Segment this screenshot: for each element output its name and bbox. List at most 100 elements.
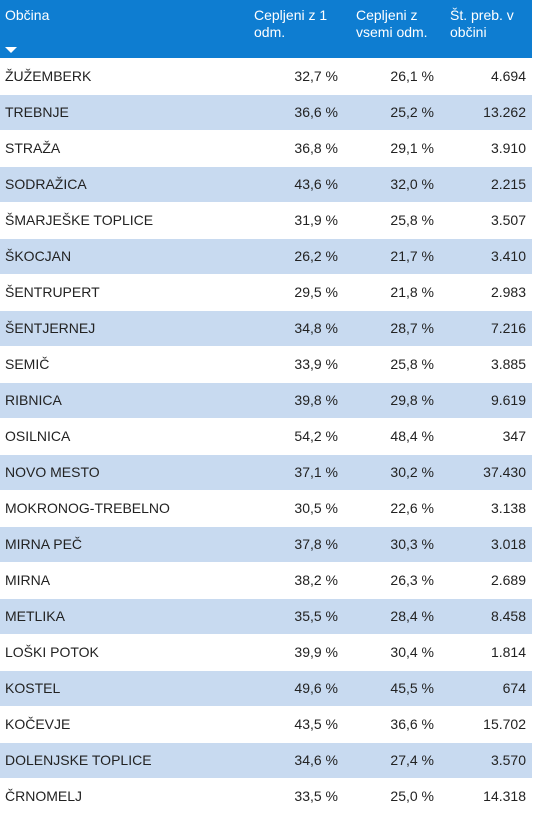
- table-row: ŽUŽEMBERK 32,7 % 26,1 % 4.694: [0, 57, 532, 94]
- cell-obcina: ŠKOCJAN: [0, 237, 246, 274]
- cell-obcina: KOSTEL: [0, 669, 246, 706]
- cell-first-dose: 49,6 %: [246, 669, 348, 706]
- cell-first-dose: 39,8 %: [246, 381, 348, 418]
- table-row: MIRNA 38,2 % 26,3 % 2.689: [0, 561, 532, 598]
- cell-first-dose: 39,9 %: [246, 633, 348, 670]
- cell-first-dose: 36,6 %: [246, 93, 348, 130]
- cell-all-doses: 22,6 %: [348, 489, 442, 526]
- cell-all-doses: 29,1 %: [348, 129, 442, 166]
- cell-obcina: STRAŽA: [0, 129, 246, 166]
- cell-obcina: NOVO MESTO: [0, 453, 246, 490]
- column-header-population[interactable]: Št. preb. v občini: [442, 0, 532, 58]
- table-row: RIBNICA 39,8 % 29,8 % 9.619: [0, 381, 532, 418]
- cell-population: 8.458: [442, 597, 532, 634]
- cell-population: 9.619: [442, 381, 532, 418]
- table-row: DOLENJSKE TOPLICE 34,6 % 27,4 % 3.570: [0, 741, 532, 778]
- table-row: ŠENTJERNEJ 34,8 % 28,7 % 7.216: [0, 309, 532, 346]
- cell-all-doses: 26,1 %: [348, 57, 442, 94]
- cell-population: 37.430: [442, 453, 532, 490]
- cell-first-dose: 37,8 %: [246, 525, 348, 562]
- cell-first-dose: 32,7 %: [246, 57, 348, 94]
- cell-population: 2.689: [442, 561, 532, 598]
- column-header-obcina[interactable]: Občina: [0, 0, 246, 58]
- column-header-label: Občina: [5, 7, 50, 23]
- cell-all-doses: 26,3 %: [348, 561, 442, 598]
- cell-population: 3.138: [442, 489, 532, 526]
- table-row: ČRNOMELJ 33,5 % 25,0 % 14.318: [0, 777, 532, 814]
- table-row: TREBNJE 36,6 % 25,2 % 13.262: [0, 93, 532, 130]
- cell-all-doses: 28,7 %: [348, 309, 442, 346]
- table-row: LOŠKI POTOK 39,9 % 30,4 % 1.814: [0, 633, 532, 670]
- cell-obcina: KOČEVJE: [0, 705, 246, 742]
- table-row: ŠMARJEŠKE TOPLICE 31,9 % 25,8 % 3.507: [0, 201, 532, 238]
- cell-all-doses: 25,0 %: [348, 777, 442, 814]
- cell-obcina: METLIKA: [0, 597, 246, 634]
- cell-first-dose: 36,8 %: [246, 129, 348, 166]
- cell-population: 2.983: [442, 273, 532, 310]
- cell-population: 14.318: [442, 777, 532, 814]
- cell-population: 347: [442, 417, 532, 454]
- cell-all-doses: 30,2 %: [348, 453, 442, 490]
- cell-first-dose: 54,2 %: [246, 417, 348, 454]
- table-row: MOKRONOG-TREBELNO 30,5 % 22,6 % 3.138: [0, 489, 532, 526]
- table-row: SODRAŽICA 43,6 % 32,0 % 2.215: [0, 165, 532, 202]
- cell-obcina: ČRNOMELJ: [0, 777, 246, 814]
- cell-first-dose: 30,5 %: [246, 489, 348, 526]
- table-row: MIRNA PEČ 37,8 % 30,3 % 3.018: [0, 525, 532, 562]
- column-header-all-doses[interactable]: Cepljeni z vsemi odm.: [348, 0, 442, 58]
- cell-all-doses: 45,5 %: [348, 669, 442, 706]
- column-header-first-dose[interactable]: Cepljeni z 1 odm.: [246, 0, 348, 58]
- cell-all-doses: 27,4 %: [348, 741, 442, 778]
- cell-obcina: RIBNICA: [0, 381, 246, 418]
- cell-first-dose: 33,5 %: [246, 777, 348, 814]
- sort-descending-icon[interactable]: [5, 47, 17, 53]
- cell-obcina: ŠMARJEŠKE TOPLICE: [0, 201, 246, 238]
- cell-population: 4.694: [442, 57, 532, 94]
- table-body: ŽUŽEMBERK 32,7 % 26,1 % 4.694 TREBNJE 36,6 % 2…: [0, 57, 532, 814]
- cell-all-doses: 29,8 %: [348, 381, 442, 418]
- cell-population: 3.507: [442, 201, 532, 238]
- cell-first-dose: 31,9 %: [246, 201, 348, 238]
- cell-population: 3.885: [442, 345, 532, 382]
- cell-first-dose: 43,6 %: [246, 165, 348, 202]
- cell-obcina: LOŠKI POTOK: [0, 633, 246, 670]
- table-row: SEMIČ 33,9 % 25,8 % 3.885: [0, 345, 532, 382]
- cell-obcina: DOLENJSKE TOPLICE: [0, 741, 246, 778]
- cell-all-doses: 21,8 %: [348, 273, 442, 310]
- cell-first-dose: 34,8 %: [246, 309, 348, 346]
- cell-first-dose: 37,1 %: [246, 453, 348, 490]
- cell-population: 15.702: [442, 705, 532, 742]
- cell-all-doses: 25,8 %: [348, 201, 442, 238]
- cell-obcina: ŽUŽEMBERK: [0, 57, 246, 94]
- cell-first-dose: 26,2 %: [246, 237, 348, 274]
- cell-all-doses: 32,0 %: [348, 165, 442, 202]
- cell-obcina: ŠENTRUPERT: [0, 273, 246, 310]
- cell-obcina: MIRNA PEČ: [0, 525, 246, 562]
- cell-first-dose: 29,5 %: [246, 273, 348, 310]
- cell-all-doses: 21,7 %: [348, 237, 442, 274]
- cell-obcina: TREBNJE: [0, 93, 246, 130]
- table-row: METLIKA 35,5 % 28,4 % 8.458: [0, 597, 532, 634]
- table-row: OSILNICA 54,2 % 48,4 % 347: [0, 417, 532, 454]
- table-row: ŠKOCJAN 26,2 % 21,7 % 3.410: [0, 237, 532, 274]
- cell-population: 13.262: [442, 93, 532, 130]
- cell-population: 3.410: [442, 237, 532, 274]
- table-row: KOSTEL 49,6 % 45,5 % 674: [0, 669, 532, 706]
- cell-obcina: MOKRONOG-TREBELNO: [0, 489, 246, 526]
- cell-first-dose: 43,5 %: [246, 705, 348, 742]
- cell-all-doses: 36,6 %: [348, 705, 442, 742]
- table-row: NOVO MESTO 37,1 % 30,2 % 37.430: [0, 453, 532, 490]
- header-row: Občina Cepljeni z 1 odm. Cepljeni z vsem…: [0, 0, 532, 58]
- cell-obcina: MIRNA: [0, 561, 246, 598]
- cell-population: 3.910: [442, 129, 532, 166]
- cell-population: 674: [442, 669, 532, 706]
- cell-all-doses: 30,4 %: [348, 633, 442, 670]
- cell-population: 3.018: [442, 525, 532, 562]
- cell-all-doses: 48,4 %: [348, 417, 442, 454]
- table-row: STRAŽA 36,8 % 29,1 % 3.910: [0, 129, 532, 166]
- cell-obcina: ŠENTJERNEJ: [0, 309, 246, 346]
- cell-first-dose: 33,9 %: [246, 345, 348, 382]
- cell-first-dose: 35,5 %: [246, 597, 348, 634]
- cell-all-doses: 30,3 %: [348, 525, 442, 562]
